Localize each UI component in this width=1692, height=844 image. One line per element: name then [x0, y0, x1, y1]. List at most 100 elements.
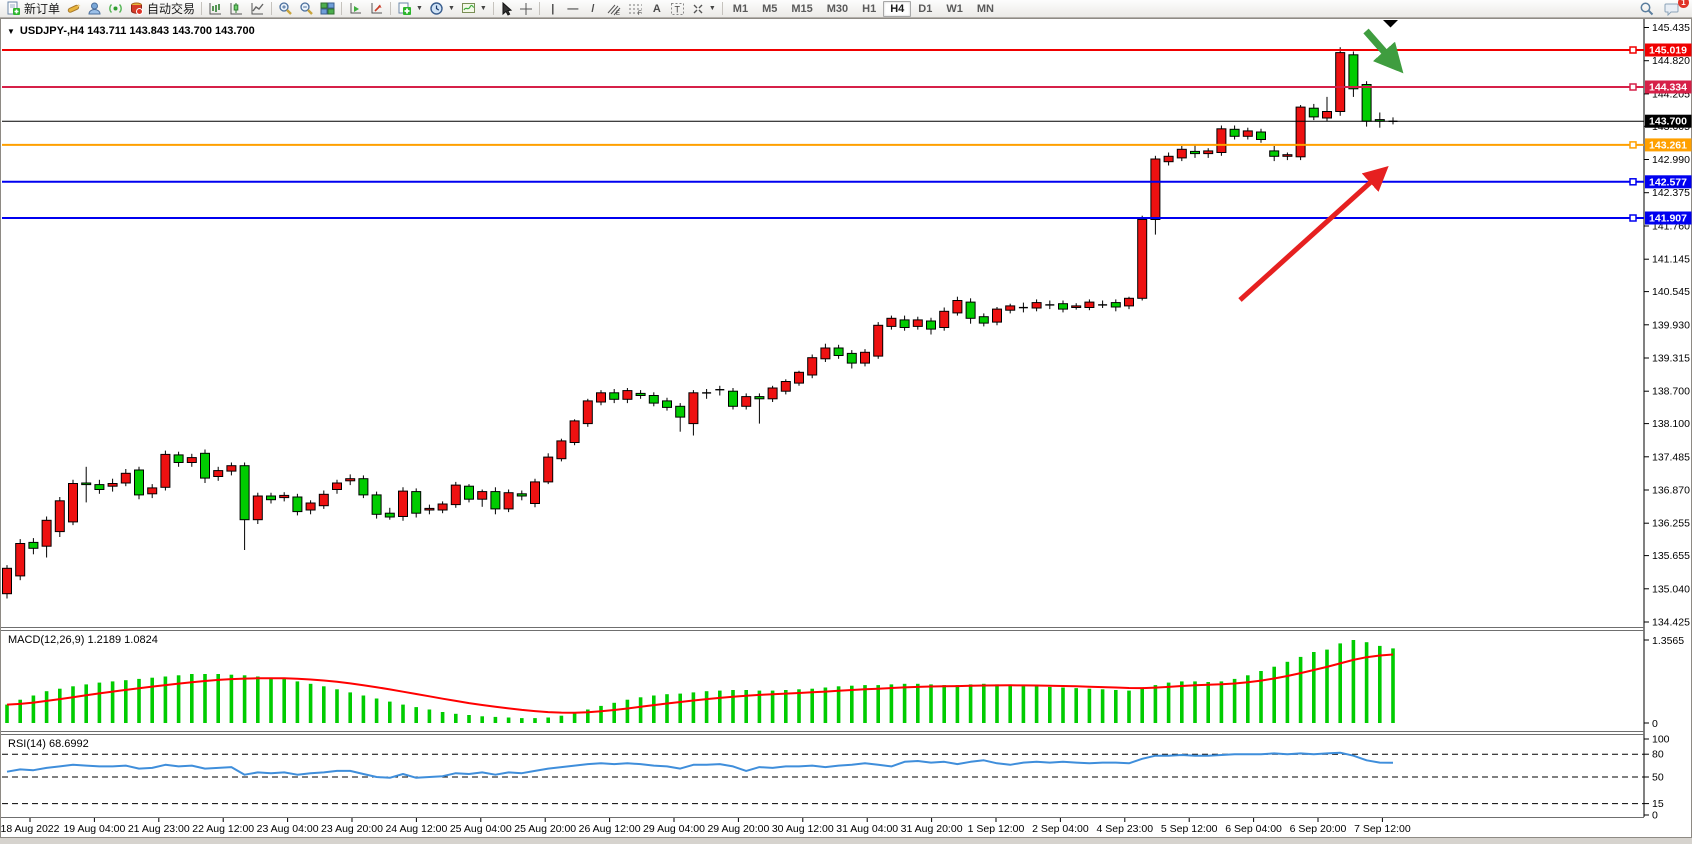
svg-text:4 Sep 23:00: 4 Sep 23:00 [1096, 823, 1153, 835]
bar-chart-icon [209, 3, 222, 15]
trendline-button[interactable]: / [583, 1, 603, 17]
toolbar-separator [341, 2, 343, 15]
svg-text:2 Sep 04:00: 2 Sep 04:00 [1032, 823, 1089, 835]
timeframe-H1[interactable]: H1 [862, 2, 877, 15]
chart-shift-button[interactable] [366, 1, 387, 17]
toolbar-separator [492, 2, 494, 15]
main-toolbar: 新订单 自动交易 ▼ ▼ [0, 0, 1692, 18]
signals-button[interactable] [105, 1, 126, 17]
svg-text:134.425: 134.425 [1652, 617, 1690, 629]
zoom-in-button[interactable] [275, 1, 296, 17]
toolbar-separator [390, 2, 392, 15]
svg-text:1 Sep 12:00: 1 Sep 12:00 [968, 823, 1025, 835]
svg-text:21 Aug 23:00: 21 Aug 23:00 [128, 823, 190, 835]
timeframe-M30[interactable]: M30 [826, 2, 849, 15]
svg-text:25 Aug 04:00: 25 Aug 04:00 [450, 823, 512, 835]
profile-button[interactable] [84, 1, 105, 17]
dropdown-caret-icon: ▼ [416, 5, 423, 12]
dropdown-caret-icon: ▼ [447, 5, 455, 12]
svg-text:135.655: 135.655 [1652, 550, 1690, 562]
vertical-line-button[interactable]: | [543, 1, 563, 17]
timeframe-M1[interactable]: M1 [732, 2, 749, 15]
toolbar-separator [538, 2, 540, 15]
svg-text:140.545: 140.545 [1652, 286, 1690, 298]
svg-text:50: 50 [1652, 772, 1664, 784]
chart-bars-button[interactable] [205, 1, 226, 17]
fibonacci-icon: F [628, 4, 642, 16]
tile-windows-button[interactable] [317, 1, 338, 17]
crosshair-button[interactable] [516, 1, 536, 17]
timeframe-M15[interactable]: M15 [791, 2, 813, 15]
svg-text:139.930: 139.930 [1652, 319, 1690, 331]
timeframe-D1[interactable]: D1 [918, 2, 933, 15]
svg-text:145.019: 145.019 [1649, 45, 1687, 57]
timeframe-H4[interactable]: H4 [883, 0, 912, 17]
zoom-out-icon [300, 2, 313, 15]
svg-text:30 Aug 12:00: 30 Aug 12:00 [772, 823, 834, 835]
fibonacci-button[interactable]: F [625, 1, 647, 17]
chat-bubble-icon [1664, 3, 1679, 16]
svg-text:142.375: 142.375 [1652, 187, 1690, 199]
crosshair-icon [519, 2, 532, 15]
svg-text:143.700: 143.700 [1649, 116, 1687, 128]
svg-text:138.700: 138.700 [1652, 386, 1690, 398]
new-order-button[interactable]: 新订单 [3, 1, 63, 17]
svg-text:22 Aug 12:00: 22 Aug 12:00 [192, 823, 254, 835]
channel-button[interactable]: E [603, 1, 625, 17]
text-label-icon: T [670, 2, 684, 15]
search-icon [1640, 2, 1654, 16]
new-order-icon [7, 1, 20, 15]
timeframe-MN[interactable]: MN [976, 2, 994, 15]
auto-scroll-icon [350, 3, 362, 14]
chart-shift-icon [371, 3, 383, 14]
svg-text:18 Aug 2022: 18 Aug 2022 [1, 823, 60, 835]
chat-button[interactable]: 1 [1661, 0, 1689, 17]
toolbar-right-group: 1 [1636, 0, 1689, 17]
auto-scroll-button[interactable] [345, 1, 366, 17]
horizontal-line-button[interactable]: — [563, 1, 583, 17]
cursor-button[interactable] [497, 1, 516, 17]
new-chart-button[interactable]: ▼ [394, 1, 426, 17]
svg-text:139.315: 139.315 [1652, 353, 1690, 365]
arrows-button[interactable]: ▼ [688, 1, 719, 17]
svg-text:0: 0 [1652, 718, 1658, 730]
svg-text:F: F [638, 11, 642, 16]
dropdown-caret-icon: ▼ [479, 5, 487, 12]
auto-trading-label: 自动交易 [147, 2, 196, 16]
svg-text:80: 80 [1652, 749, 1664, 761]
svg-text:144.820: 144.820 [1652, 55, 1690, 67]
toolbar-separator [271, 2, 273, 15]
svg-text:100: 100 [1652, 734, 1670, 746]
timeframe-M5[interactable]: M5 [762, 2, 778, 15]
text-label-button[interactable]: T [667, 1, 688, 17]
crayon-icon [67, 4, 81, 13]
chart-line-button[interactable] [247, 1, 268, 17]
horizontal-line-icon: — [567, 2, 579, 15]
zoom-out-button[interactable] [296, 1, 317, 17]
periods-button[interactable]: ▼ [426, 1, 458, 17]
indicators-button[interactable]: ▼ [458, 1, 490, 17]
svg-text:23 Aug 04:00: 23 Aug 04:00 [257, 823, 319, 835]
notification-badge: 1 [1678, 0, 1689, 8]
chart-title-bar[interactable]: ▼ USDJPY-,H4 143.711 143.843 143.700 143… [7, 25, 255, 37]
auto-trading-button[interactable]: 自动交易 [126, 1, 198, 17]
timeframe-W1[interactable]: W1 [946, 2, 963, 15]
text-button[interactable]: A [647, 1, 667, 17]
svg-text:T: T [674, 4, 680, 14]
svg-text:19 Aug 04:00: 19 Aug 04:00 [63, 823, 125, 835]
zoom-in-icon [279, 2, 292, 15]
new-chart-icon [398, 2, 412, 15]
svg-text:29 Aug 04:00: 29 Aug 04:00 [643, 823, 705, 835]
chart-candles-button[interactable] [226, 1, 247, 17]
signal-icon [109, 4, 122, 13]
toolbar-separator [201, 2, 203, 15]
svg-text:136.255: 136.255 [1652, 518, 1690, 530]
crayon-tool-button[interactable] [63, 1, 84, 17]
timeframe-buttons: M1 M5 M15 M30 H1 H4 D1 W1 MN [726, 0, 1001, 17]
svg-text:142.577: 142.577 [1649, 176, 1687, 188]
svg-text:145.435: 145.435 [1652, 22, 1690, 34]
svg-text:135.040: 135.040 [1652, 583, 1690, 595]
profile-icon [88, 2, 101, 15]
search-button[interactable] [1636, 1, 1657, 17]
